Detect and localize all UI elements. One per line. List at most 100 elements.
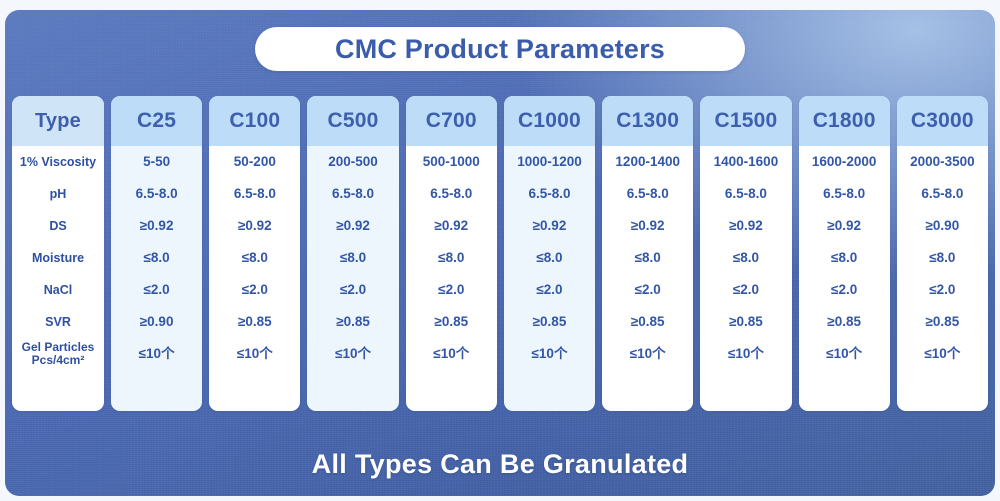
cell-c100-viscosity: 50-200 (233, 154, 276, 170)
cell-c25-viscosity: 5-50 (143, 154, 171, 170)
cell-c3000-moisture: ≤8.0 (929, 250, 956, 266)
cell-c700-ph: 6.5-8.0 (430, 186, 473, 202)
cell-c1000-ph: 6.5-8.0 (528, 186, 571, 202)
cell-c3000-ds: ≥0.90 (925, 218, 960, 234)
column-header-c500: C500 (307, 96, 399, 146)
cell-c3000-ph: 6.5-8.0 (921, 186, 964, 202)
info-panel: CMC Product Parameters Type 1% Viscosity… (5, 10, 995, 496)
row-label-ds: DS (49, 218, 67, 233)
row-label-ph: pH (49, 186, 67, 201)
cell-c3000-svr: ≥0.85 (925, 314, 960, 330)
cell-c25-ph: 6.5-8.0 (135, 186, 178, 202)
cell-c700-svr: ≥0.85 (434, 314, 469, 330)
cell-c1800-nacl: ≤2.0 (831, 282, 858, 298)
column-header-c1500: C1500 (700, 96, 792, 146)
cell-c500-viscosity: 200-500 (328, 154, 378, 170)
row-label-viscosity: 1% Viscosity (19, 154, 97, 169)
cell-c700-moisture: ≤8.0 (438, 250, 465, 266)
column-header-type: Type (12, 96, 104, 146)
cell-c500-ds: ≥0.92 (336, 218, 370, 234)
cell-c1300-gel-particles: ≤10个 (629, 346, 666, 362)
cell-c1300-moisture: ≤8.0 (634, 250, 661, 266)
footer-note: All Types Can Be Granulated (5, 449, 995, 480)
column-footer-pad-c100 (209, 370, 300, 411)
table-column-c25: C25 5-50 6.5-8.0 ≥0.92 ≤8.0 ≤2.0 ≥0.90 ≤10个 (111, 96, 203, 411)
cell-c1800-moisture: ≤8.0 (831, 250, 858, 266)
cell-c1800-viscosity: 1600-2000 (811, 154, 877, 170)
cell-c100-nacl: ≤2.0 (241, 282, 268, 298)
cell-c1000-gel-particles: ≤10个 (531, 346, 568, 362)
cell-c1300-nacl: ≤2.0 (634, 282, 661, 298)
cell-c1300-ds: ≥0.92 (630, 218, 665, 234)
row-label-moisture: Moisture (31, 250, 85, 265)
column-footer-pad-c1000 (504, 370, 595, 411)
cell-c1500-ds: ≥0.92 (729, 218, 763, 234)
cell-c1800-svr: ≥0.85 (827, 314, 861, 330)
parameters-table: Type 1% Viscosity pH DS Moisture NaCl SV… (8, 96, 992, 411)
cell-c100-ph: 6.5-8.0 (233, 186, 276, 202)
column-footer-pad-c700 (406, 370, 497, 411)
cell-c1300-viscosity: 1200-1400 (615, 154, 680, 170)
cell-c1500-nacl: ≤2.0 (732, 282, 760, 298)
cell-c500-ph: 6.5-8.0 (332, 186, 375, 202)
cell-c3000-viscosity: 2000-3500 (910, 154, 975, 170)
table-column-c1800: C1800 1600-2000 6.5-8.0 ≥0.92 ≤8.0 ≤2.0 ≥0.85 ≤… (798, 96, 890, 411)
column-header-c1800: C1800 (798, 96, 890, 146)
column-footer-pad-c3000 (897, 370, 988, 411)
table-column-type: Type 1% Viscosity pH DS Moisture NaCl SV… (12, 96, 104, 411)
cell-c25-gel-particles: ≤10个 (138, 346, 175, 362)
cell-c1800-gel-particles: ≤10个 (826, 346, 863, 362)
row-label-gel-particles-line1: Gel Particles (21, 339, 95, 354)
cell-c700-viscosity: 500-1000 (422, 154, 480, 170)
column-footer-pad-c1500 (700, 370, 791, 411)
column-header-c3000: C3000 (896, 96, 988, 146)
cell-c700-ds: ≥0.92 (434, 218, 469, 234)
cell-c100-gel-particles: ≤10个 (236, 346, 273, 362)
footer-note-text: All Types Can Be Granulated (311, 449, 689, 479)
cell-c1300-ph: 6.5-8.0 (626, 186, 669, 202)
column-footer-pad-type (12, 370, 104, 411)
cell-c1300-svr: ≥0.85 (630, 314, 665, 330)
page-title: CMC Product Parameters (335, 33, 665, 64)
column-footer-pad-c500 (307, 370, 398, 411)
cell-c1000-ds: ≥0.92 (532, 218, 567, 234)
row-label-nacl: NaCl (43, 282, 73, 297)
cell-c1500-gel-particles: ≤10个 (727, 346, 764, 362)
cell-c500-svr: ≥0.85 (336, 314, 370, 330)
column-header-c1000: C1000 (503, 96, 596, 146)
table-column-c1300: C1300 1200-1400 6.5-8.0 ≥0.92 ≤8.0 ≤2.0 ≥0.85 ≤… (602, 96, 694, 411)
cell-c500-nacl: ≤2.0 (339, 282, 367, 298)
table-column-c500: C500 200-500 6.5-8.0 ≥0.92 ≤8.0 ≤2.0 ≥0.85 ≤10个 (307, 96, 399, 411)
column-footer-pad-c25 (111, 370, 202, 411)
table-column-c1500: C1500 1400-1600 6.5-8.0 ≥0.92 ≤8.0 ≤2.0 ≥0.85 ≤… (700, 96, 792, 411)
cell-c1000-svr: ≥0.85 (532, 314, 567, 330)
cell-c1500-viscosity: 1400-1600 (713, 154, 779, 170)
cell-c1800-ds: ≥0.92 (827, 218, 861, 234)
cell-c1500-moisture: ≤8.0 (732, 250, 760, 266)
cell-c1000-viscosity: 1000-1200 (517, 154, 582, 170)
row-label-gel-particles: Gel Particles Pcs/4cm² (12, 338, 104, 370)
cell-c1500-ph: 6.5-8.0 (724, 186, 767, 202)
table-column-c100: C100 50-200 6.5-8.0 ≥0.92 ≤8.0 ≤2.0 ≥0.85 ≤10个 (209, 96, 301, 411)
cell-c25-svr: ≥0.90 (139, 314, 174, 330)
column-footer-pad-c1800 (799, 370, 890, 411)
cell-c1000-moisture: ≤8.0 (536, 250, 563, 266)
cell-c100-svr: ≥0.85 (237, 314, 272, 330)
cell-c500-gel-particles: ≤10个 (335, 346, 372, 362)
cell-c3000-nacl: ≤2.0 (929, 282, 956, 298)
table-column-c1000: C1000 1000-1200 6.5-8.0 ≥0.92 ≤8.0 ≤2.0 ≥0.85 ≤… (503, 96, 596, 411)
cell-c25-nacl: ≤2.0 (143, 282, 170, 298)
column-header-c700: C700 (405, 96, 497, 146)
cell-c25-moisture: ≤8.0 (143, 250, 170, 266)
column-header-c1300: C1300 (602, 96, 694, 146)
cell-c700-gel-particles: ≤10个 (433, 346, 470, 362)
column-footer-pad-c1300 (602, 370, 693, 411)
row-label-gel-particles-line2: Pcs/4cm² (31, 353, 85, 367)
title-banner: CMC Product Parameters (255, 27, 745, 71)
cell-c700-nacl: ≤2.0 (438, 282, 465, 298)
row-label-svr: SVR (45, 314, 71, 329)
table-column-c700: C700 500-1000 6.5-8.0 ≥0.92 ≤8.0 ≤2.0 ≥0.85 ≤10… (405, 96, 497, 411)
column-header-c100: C100 (209, 96, 301, 146)
cell-c1000-nacl: ≤2.0 (536, 282, 563, 298)
